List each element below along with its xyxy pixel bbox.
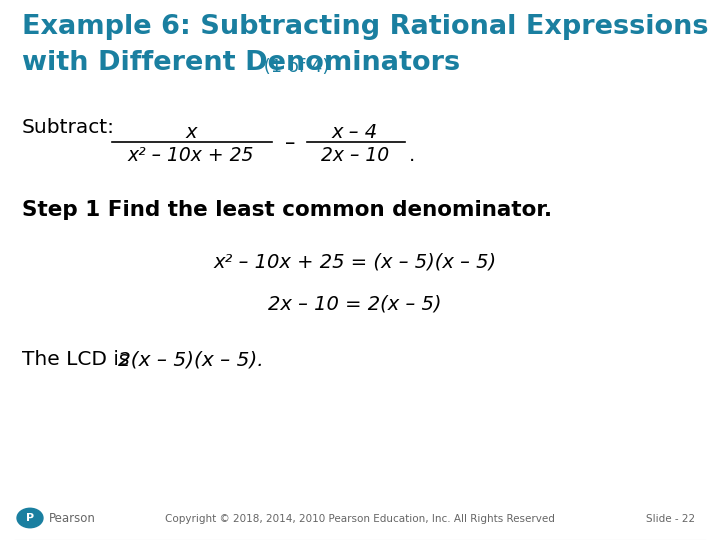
Text: x: x (185, 123, 197, 142)
Text: 2x – 10: 2x – 10 (321, 146, 389, 165)
Text: (1 of 4): (1 of 4) (258, 58, 329, 76)
Text: –: – (285, 133, 295, 153)
Text: x² – 10x + 25 = (x – 5)(x – 5): x² – 10x + 25 = (x – 5)(x – 5) (213, 252, 497, 271)
Text: Copyright © 2018, 2014, 2010 Pearson Education, Inc. All Rights Reserved: Copyright © 2018, 2014, 2010 Pearson Edu… (165, 514, 555, 524)
Text: Step 1 Find the least common denominator.: Step 1 Find the least common denominator… (22, 200, 552, 220)
Text: Example 6: Subtracting Rational Expressions: Example 6: Subtracting Rational Expressi… (22, 14, 708, 40)
Text: The LCD is: The LCD is (22, 350, 136, 369)
Circle shape (17, 508, 43, 528)
Text: 2x – 10 = 2(x – 5): 2x – 10 = 2(x – 5) (269, 295, 442, 314)
Text: Slide - 22: Slide - 22 (646, 514, 695, 524)
Text: Pearson: Pearson (49, 512, 96, 525)
Text: .: . (409, 146, 415, 165)
Text: Subtract:: Subtract: (22, 118, 115, 137)
Text: x² – 10x + 25: x² – 10x + 25 (128, 146, 254, 165)
Text: 2(x – 5)(x – 5).: 2(x – 5)(x – 5). (118, 350, 264, 369)
Text: P: P (26, 513, 34, 523)
Text: x – 4: x – 4 (332, 123, 378, 142)
Text: with Different Denominators: with Different Denominators (22, 50, 460, 76)
